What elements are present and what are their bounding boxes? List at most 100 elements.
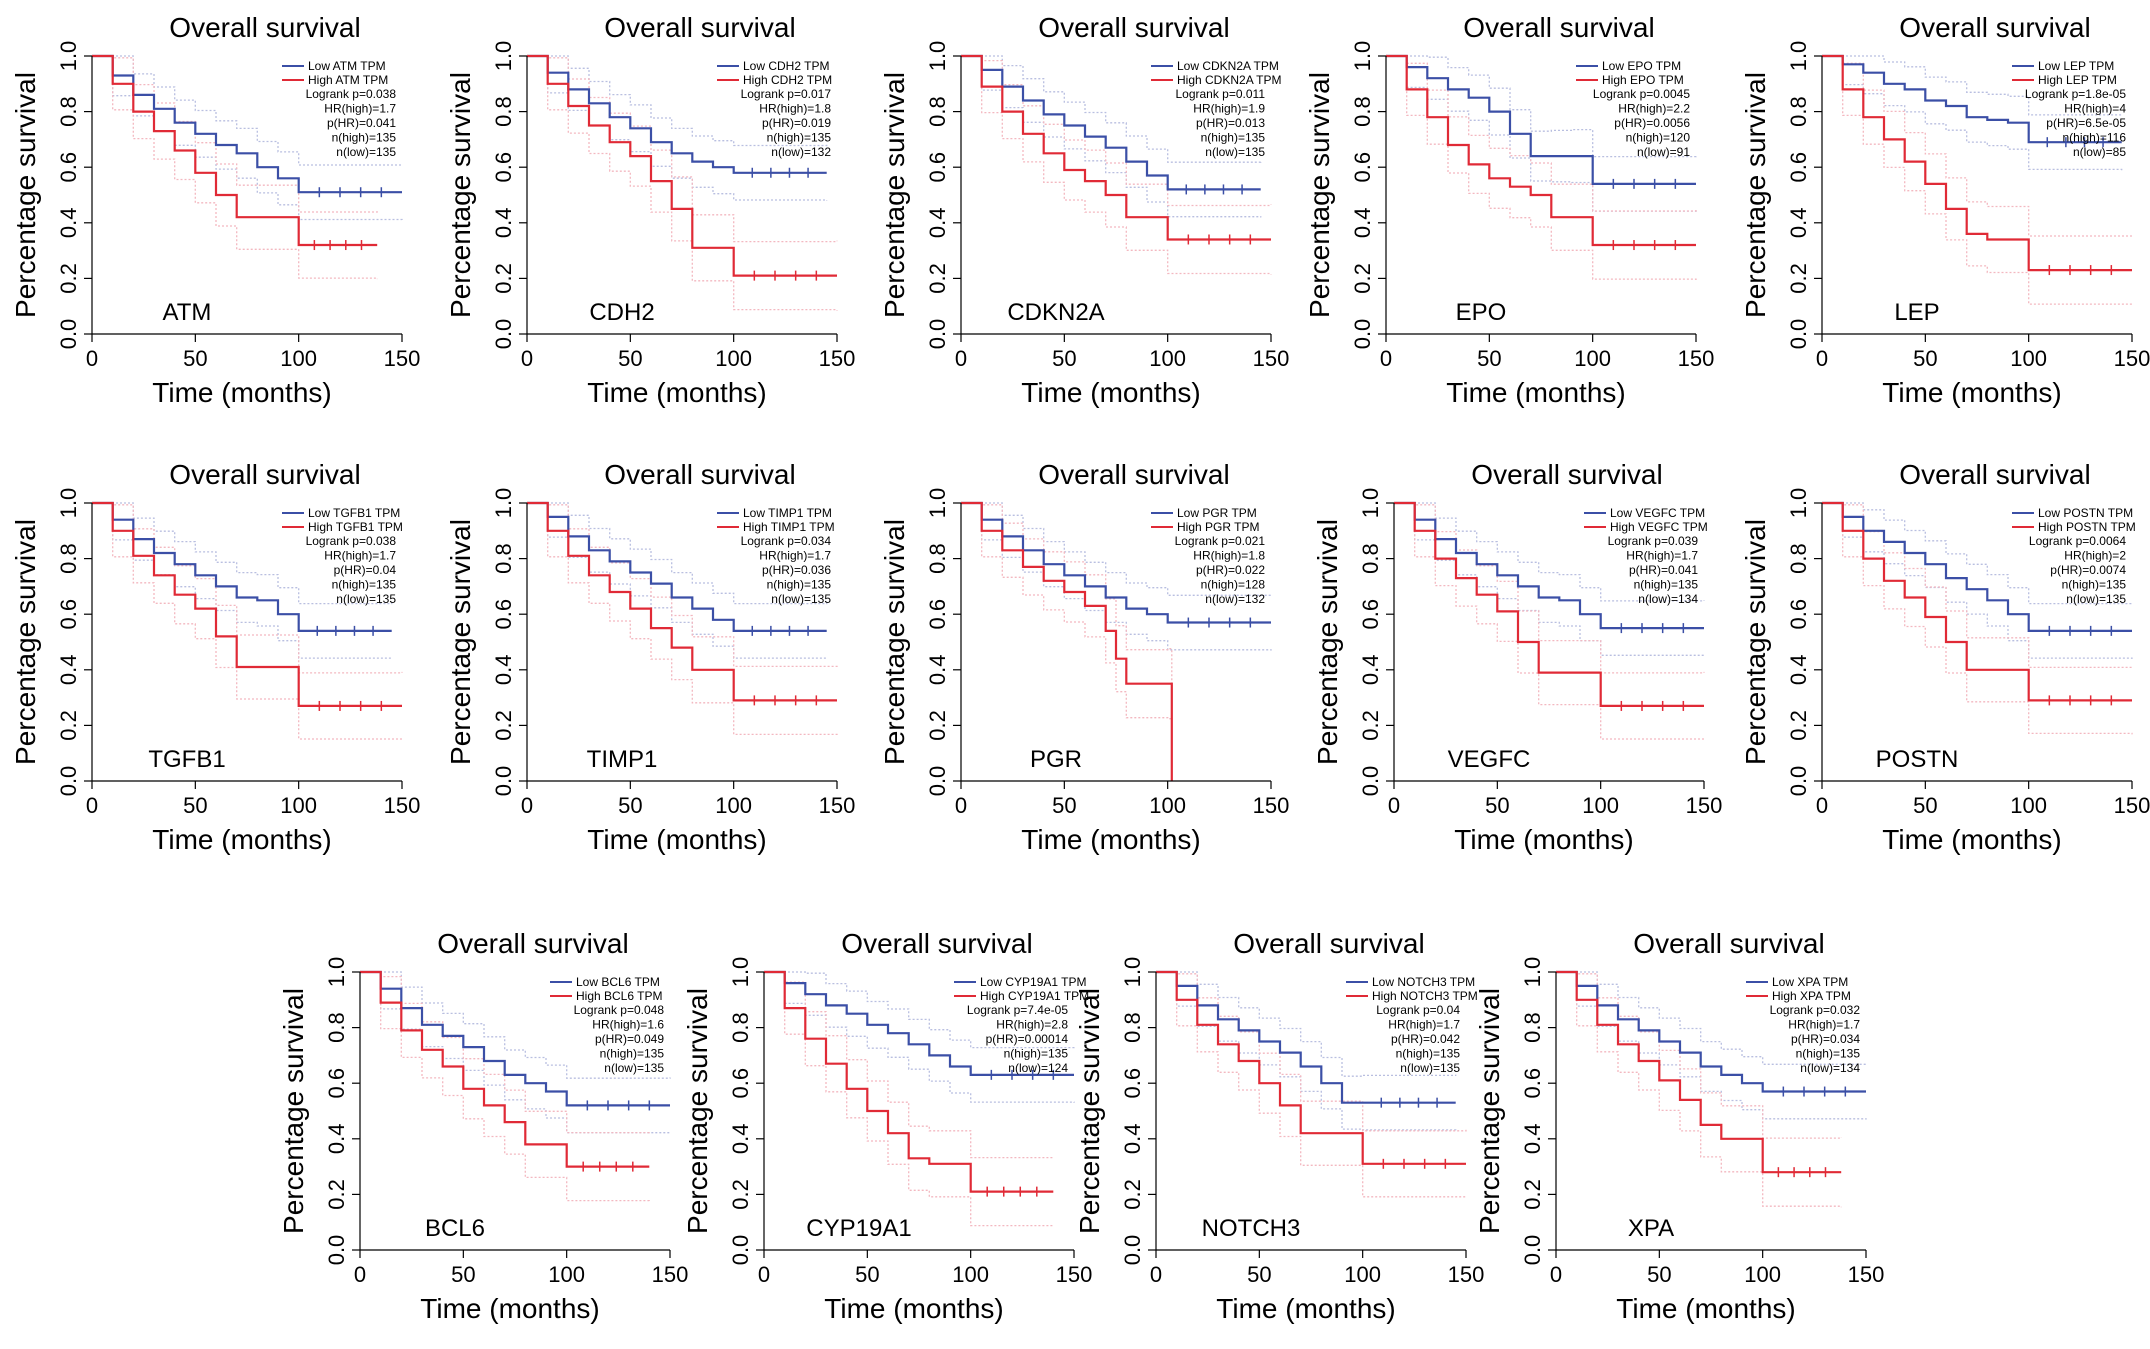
high-ci-band — [92, 55, 378, 280]
stat-line: p(HR)=0.022 — [1196, 563, 1265, 577]
stat-line: p(HR)=0.019 — [762, 116, 831, 130]
high-survival-curve — [1822, 54, 2132, 272]
y-axis-label: Percentage survival — [1312, 519, 1343, 765]
high-survival-curve — [764, 970, 1054, 1193]
x-tick-label: 100 — [715, 793, 752, 818]
high-survival-curve — [1386, 54, 1696, 247]
y-tick-label: 0.4 — [1350, 208, 1375, 239]
stat-line: Logrank p=0.021 — [1175, 534, 1266, 548]
x-tick-label: 0 — [758, 1262, 770, 1287]
y-tick-label: 1.0 — [56, 41, 81, 72]
legend-entry: High CDKN2A TPM — [1177, 73, 1281, 87]
low-survival-curve — [1386, 54, 1696, 185]
y-tick-label: 0.6 — [56, 599, 81, 630]
high-survival-curve — [1156, 970, 1466, 1165]
high-ci-band — [961, 55, 1272, 207]
x-tick-label: 0 — [521, 793, 533, 818]
high-survival-curve — [1556, 970, 1842, 1174]
legend-entry: High EPO TPM — [1602, 73, 1684, 87]
y-axis-label: Percentage survival — [445, 72, 476, 318]
y-tick-label: 0.6 — [1350, 152, 1375, 183]
panel-title: Overall survival — [1463, 12, 1654, 43]
stat-line: HR(high)=1.9 — [1193, 102, 1265, 116]
high-ci-band — [527, 55, 838, 311]
low-survival-curve — [961, 54, 1261, 191]
x-tick-label: 50 — [618, 793, 642, 818]
y-tick-label: 1.0 — [56, 488, 81, 519]
x-tick-label: 0 — [1816, 793, 1828, 818]
low-ci-band — [961, 502, 1272, 596]
x-tick-label: 100 — [1149, 346, 1186, 371]
panel-title: Overall survival — [169, 459, 360, 490]
y-axis-label: Percentage survival — [879, 519, 910, 765]
stat-line: p(HR)=6.5e-05 — [2046, 116, 2126, 130]
legend-entry: Low VEGFC TPM — [1610, 506, 1705, 520]
y-axis-label: Percentage survival — [10, 72, 41, 318]
y-tick-label: 0.4 — [324, 1124, 349, 1155]
stat-line: HR(high)=4 — [2064, 102, 2126, 116]
stat-line: n(high)=135 — [767, 578, 832, 592]
y-axis-label: Percentage survival — [1740, 519, 1771, 765]
x-tick-label: 50 — [451, 1262, 475, 1287]
y-axis-label: Percentage survival — [879, 72, 910, 318]
y-tick-label: 0.4 — [491, 208, 516, 239]
high-survival-curve — [360, 970, 650, 1168]
y-tick-label: 1.0 — [1520, 957, 1545, 988]
legend-entry: High CDH2 TPM — [743, 73, 832, 87]
stat-line: n(low)=134 — [1638, 592, 1698, 606]
x-axis-label: Time (months) — [1446, 377, 1625, 408]
low-ci-band — [92, 502, 393, 605]
low-survival-curve — [527, 54, 827, 174]
km-panel-atm: Overall survival 0 50 100 150 0.0 0.2 0.4 0.6 0.8… — [10, 12, 420, 408]
y-tick-label: 0.4 — [56, 208, 81, 239]
stat-line: n(high)=135 — [332, 131, 397, 145]
stat-line: n(low)=135 — [336, 592, 396, 606]
legend-entry: Low CDKN2A TPM — [1177, 59, 1279, 73]
stat-line: HR(high)=1.7 — [324, 102, 396, 116]
x-axis-label: Time (months) — [1454, 824, 1633, 855]
high-survival-curve — [92, 501, 402, 708]
y-tick-label: 0.4 — [1786, 208, 1811, 239]
legend-entry: High CYP19A1 TPM — [980, 989, 1089, 1003]
stat-line: HR(high)=1.7 — [324, 549, 396, 563]
low-ci-band — [527, 55, 828, 147]
stat-line: p(HR)=0.049 — [595, 1032, 664, 1046]
y-tick-label: 0.0 — [1520, 1235, 1545, 1266]
gene-label: PGR — [1030, 746, 1082, 773]
km-panel-epo: Overall survival 0 50 100 150 0.0 0.2 0.4 0.6 0.8… — [1304, 12, 1714, 408]
y-tick-label: 0.0 — [491, 319, 516, 350]
y-axis-label: Percentage survival — [1740, 72, 1771, 318]
y-tick-label: 1.0 — [491, 41, 516, 72]
stat-line: n(high)=135 — [600, 1047, 665, 1061]
y-tick-label: 1.0 — [1358, 488, 1383, 519]
stat-line: Logrank p=0.039 — [1608, 534, 1699, 548]
y-tick-label: 0.2 — [324, 1179, 349, 1210]
legend-entry: Low POSTN TPM — [2038, 506, 2133, 520]
x-axis-label: Time (months) — [152, 824, 331, 855]
high-ci-band — [961, 502, 1173, 745]
stat-line: n(low)=91 — [1637, 145, 1690, 159]
y-tick-label: 0.2 — [491, 710, 516, 741]
legend-entry: Low XPA TPM — [1772, 975, 1848, 989]
x-tick-label: 150 — [1253, 346, 1290, 371]
y-tick-label: 1.0 — [1786, 41, 1811, 72]
x-tick-label: 50 — [1647, 1262, 1671, 1287]
y-tick-label: 0.0 — [925, 766, 950, 797]
y-tick-label: 0.8 — [1350, 96, 1375, 127]
y-tick-label: 0.4 — [491, 655, 516, 686]
stat-line: HR(high)=1.7 — [1788, 1018, 1860, 1032]
x-tick-label: 50 — [1913, 346, 1937, 371]
x-tick-label: 100 — [1149, 793, 1186, 818]
x-tick-label: 150 — [652, 1262, 689, 1287]
x-axis-label: Time (months) — [152, 377, 331, 408]
high-survival-curve — [961, 501, 1173, 781]
x-tick-label: 100 — [1344, 1262, 1381, 1287]
legend-entry: High TIMP1 TPM — [743, 520, 835, 534]
x-tick-label: 100 — [952, 1262, 989, 1287]
x-tick-label: 50 — [1485, 793, 1509, 818]
stat-line: n(high)=128 — [1201, 578, 1266, 592]
y-tick-label: 0.8 — [1120, 1012, 1145, 1043]
y-tick-label: 1.0 — [1350, 41, 1375, 72]
y-tick-label: 0.6 — [1358, 599, 1383, 630]
y-tick-label: 0.6 — [925, 599, 950, 630]
